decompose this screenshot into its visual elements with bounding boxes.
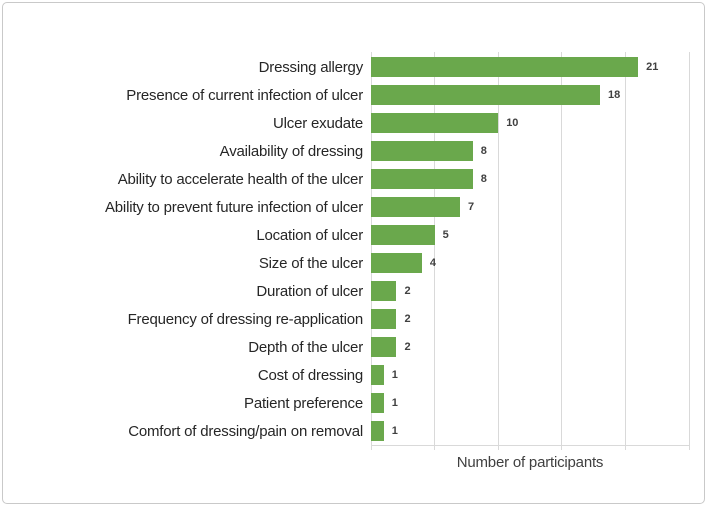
bar bbox=[371, 365, 384, 385]
bar bbox=[371, 253, 422, 273]
value-label: 2 bbox=[404, 285, 411, 297]
value-label: 2 bbox=[404, 313, 411, 325]
bar-track: 2 bbox=[371, 333, 689, 361]
bar bbox=[371, 337, 397, 357]
value-label: 21 bbox=[646, 61, 659, 73]
chart-row: Ulcer exudate 10 bbox=[3, 109, 689, 137]
value-label: 7 bbox=[468, 201, 475, 213]
value-label: 4 bbox=[429, 257, 436, 269]
bar bbox=[371, 113, 499, 133]
bar bbox=[371, 57, 639, 77]
bar-track: 8 bbox=[371, 165, 689, 193]
bar-track: 18 bbox=[371, 81, 689, 109]
bar bbox=[371, 281, 397, 301]
chart-row: Duration of ulcer 2 bbox=[3, 277, 689, 305]
category-label: Depth of the ulcer bbox=[248, 338, 363, 356]
category-label: Location of ulcer bbox=[256, 226, 363, 244]
bar bbox=[371, 393, 384, 413]
chart-row: Presence of current infection of ulcer 18 bbox=[3, 81, 689, 109]
bar bbox=[371, 225, 435, 245]
bar bbox=[371, 169, 473, 189]
category-label: Frequency of dressing re-application bbox=[127, 310, 364, 328]
chart-row: Comfort of dressing/pain on removal 1 bbox=[3, 417, 689, 445]
bar-track: 10 bbox=[371, 109, 689, 137]
bar-track: 2 bbox=[371, 305, 689, 333]
category-label: Comfort of dressing/pain on removal bbox=[128, 422, 363, 440]
category-label: Size of the ulcer bbox=[258, 254, 363, 272]
value-label: 1 bbox=[391, 425, 398, 437]
value-label: 1 bbox=[391, 369, 398, 381]
bar bbox=[371, 197, 461, 217]
category-label: Cost of dressing bbox=[257, 366, 363, 384]
x-axis-title: Number of participants bbox=[456, 454, 604, 471]
category-label: Presence of current infection of ulcer bbox=[126, 86, 363, 104]
bar bbox=[371, 421, 384, 441]
bar-track: 1 bbox=[371, 417, 689, 445]
value-label: 10 bbox=[506, 117, 519, 129]
bar bbox=[371, 85, 600, 105]
chart-row: Ability to accelerate health of the ulce… bbox=[3, 165, 689, 193]
chart-row: Size of the ulcer 4 bbox=[3, 249, 689, 277]
bar-chart-figure: Dressing allergy 21 Presence of current in… bbox=[2, 2, 705, 504]
chart-row: Cost of dressing 1 bbox=[3, 361, 689, 389]
x-axis-line bbox=[371, 445, 690, 446]
category-label: Patient preference bbox=[244, 394, 363, 412]
chart-row: Availability of dressing 8 bbox=[3, 137, 689, 165]
chart-row: Frequency of dressing re-application 2 bbox=[3, 305, 689, 333]
value-label: 1 bbox=[391, 397, 398, 409]
chart-row: Ability to prevent future infection of u… bbox=[3, 193, 689, 221]
category-label: Ability to accelerate health of the ulce… bbox=[117, 170, 363, 188]
bar-track: 1 bbox=[371, 389, 689, 417]
category-label: Ulcer exudate bbox=[273, 114, 363, 132]
category-label: Dressing allergy bbox=[258, 58, 364, 76]
value-label: 8 bbox=[480, 173, 487, 185]
value-label: 18 bbox=[607, 89, 621, 101]
category-label: Ability to prevent future infection of u… bbox=[104, 198, 363, 216]
value-label: 2 bbox=[404, 341, 411, 353]
category-label: Availability of dressing bbox=[219, 142, 364, 160]
chart-row: Dressing allergy 21 bbox=[3, 53, 689, 81]
bar bbox=[371, 309, 397, 329]
value-label: 5 bbox=[442, 229, 449, 241]
bar-track: 1 bbox=[371, 361, 689, 389]
category-label: Duration of ulcer bbox=[256, 282, 363, 300]
bar-track: 2 bbox=[371, 277, 689, 305]
bar-track: 5 bbox=[371, 221, 689, 249]
chart-row: Depth of the ulcer 2 bbox=[3, 333, 689, 361]
bar-track: 8 bbox=[371, 137, 689, 165]
bar-track: 21 bbox=[371, 53, 689, 81]
value-label: 8 bbox=[480, 145, 487, 157]
chart-rows: Dressing allergy 21 Presence of current in… bbox=[3, 53, 689, 445]
chart-row: Patient preference 1 bbox=[3, 389, 689, 417]
bar-track: 4 bbox=[371, 249, 689, 277]
bar bbox=[371, 141, 473, 161]
chart-row: Location of ulcer 5 bbox=[3, 221, 689, 249]
bar-track: 7 bbox=[371, 193, 689, 221]
